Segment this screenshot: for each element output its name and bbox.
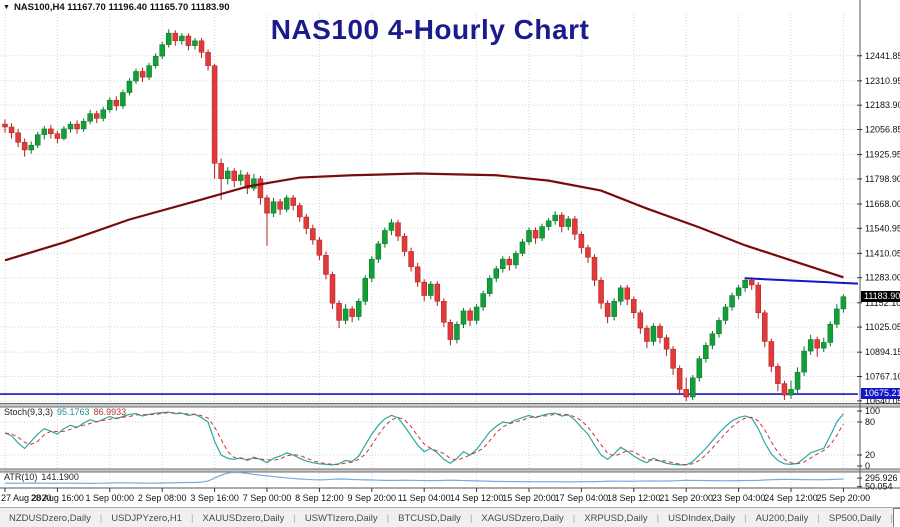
time-tick-label: 14 Sep 12:00: [450, 493, 504, 503]
time-tick-label: 23 Sep 04:00: [712, 493, 766, 503]
time-tick-label: 11 Sep 04:00: [398, 493, 451, 503]
price-tick-label: 10894.15: [865, 347, 900, 357]
time-tick-label: 8 Sep 12:00: [295, 493, 344, 503]
time-tick-label: 7 Sep 00:00: [243, 493, 292, 503]
time-tick-label: 24 Sep 12:00: [764, 493, 818, 503]
tab-separator: |: [386, 512, 390, 524]
panel-separator[interactable]: [0, 403, 900, 408]
price-tick-label: 50.054: [865, 482, 893, 492]
trendline[interactable]: [745, 277, 859, 285]
time-tick-label: 18 Sep 12:00: [607, 493, 661, 503]
price-tick-label: 295.926: [865, 473, 898, 483]
tab-sp500[interactable]: SP500,Daily: [828, 512, 882, 524]
time-tick-label: 17 Sep 04:00: [555, 493, 609, 503]
price-tick-label: 11152.10: [865, 298, 900, 308]
panel-separator[interactable]: [0, 469, 900, 472]
tab-btcusd[interactable]: BTCUSD,Daily: [398, 512, 461, 524]
price-tick-label: 12056.85: [865, 125, 900, 135]
tab-usdindex[interactable]: USDIndex,Daily: [668, 512, 736, 524]
time-tick-label: 21 Sep 20:00: [659, 493, 713, 503]
time-tick-label: 15 Sep 20:00: [502, 493, 556, 503]
tab-au200[interactable]: AU200,Daily: [755, 512, 809, 524]
tab-separator: |: [572, 512, 576, 524]
tab-separator: |: [744, 512, 747, 524]
price-tick-label: 100: [865, 406, 880, 416]
time-tick-label: 25 Sep 20:00: [817, 493, 871, 503]
price-tick-label: 12183.90: [865, 100, 900, 110]
tab-nas-active[interactable]: NAS: [892, 508, 900, 527]
price-tick-label: 11668.00: [865, 199, 900, 209]
time-tick-label: 1 Sep 00:00: [86, 493, 135, 503]
price-tick-label: 11925.95: [865, 150, 900, 160]
support-line-price-flag: 10675.21: [861, 388, 900, 400]
tab-uswtizero[interactable]: USWTIzero,Daily: [304, 512, 378, 524]
time-tick-label: 28 Aug 16:00: [31, 493, 84, 503]
tab-separator: |: [191, 512, 194, 524]
tab-separator: |: [817, 512, 820, 524]
tab-separator: |: [890, 512, 893, 524]
tab-nzdusdzero[interactable]: NZDUSDzero,Daily: [9, 512, 91, 524]
grid: [0, 14, 858, 487]
price-tick-label: 10640.05: [865, 396, 900, 406]
price-tick-label: 11410.05: [865, 248, 900, 258]
time-tick-label: 2 Sep 08:00: [138, 493, 187, 503]
price-tick-label: 11025.05: [865, 322, 900, 332]
tab-xrpusd[interactable]: XRPUSD,Daily: [584, 512, 648, 524]
price-tick-label: 11283.00: [865, 273, 900, 283]
current-price-flag: 11183.90: [861, 290, 900, 302]
tab-separator: |: [469, 512, 473, 524]
tab-separator: |: [99, 512, 103, 524]
price-tick-label: 12441.85: [865, 51, 900, 61]
price-tick-label: 11540.95: [865, 223, 900, 233]
tab-xagusdzero[interactable]: XAGUSDzero,Daily: [481, 512, 564, 524]
time-tick-label: 27 Aug 2020: [1, 493, 52, 503]
time-tick-label: 9 Sep 20:00: [348, 493, 397, 503]
chart-tabs-bar: NZDUSDzero,Daily | USDJPYzero,H1 | XAUUSDzer…: [0, 507, 900, 527]
moving-average-line[interactable]: [4, 172, 844, 279]
price-tick-label: 11798.90: [865, 174, 900, 184]
candles: [2, 29, 847, 401]
stoch-signal-line: [4, 412, 844, 466]
tab-separator: |: [293, 512, 296, 524]
price-chart[interactable]: 12441.85 12310.95 12183.90 12056.85 11925.95…: [0, 0, 900, 507]
price-axis[interactable]: 12441.85 12310.95 12183.90 12056.85 11925.95…: [857, 51, 900, 492]
price-tick-label: 10767.10: [865, 372, 900, 382]
price-tick-label: 80: [865, 417, 875, 427]
price-tick-label: 20: [865, 450, 875, 460]
tab-xauusdzero[interactable]: XAUUSDzero,Daily: [202, 512, 285, 524]
atr-line: [4, 471, 844, 484]
price-tick-label: 12310.95: [865, 76, 900, 86]
price-tick-label: 0: [865, 461, 870, 471]
time-tick-label: 3 Sep 16:00: [190, 493, 239, 503]
stoch-main-line: [4, 411, 844, 466]
tab-separator: |: [656, 512, 660, 524]
tab-usdjpyzero[interactable]: USDJPYzero,H1: [111, 512, 183, 524]
